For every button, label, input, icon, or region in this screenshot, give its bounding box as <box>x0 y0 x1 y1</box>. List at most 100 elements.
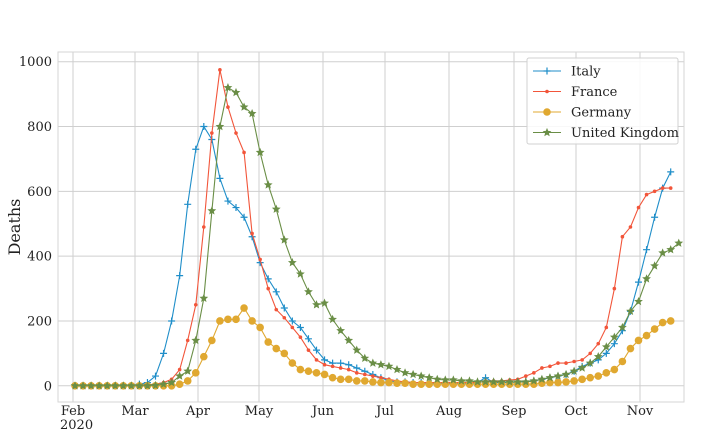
x-tick-label: Jul <box>374 404 394 419</box>
data-point-italy <box>602 349 610 357</box>
data-point-germany <box>546 378 554 387</box>
data-point-united-kingdom <box>553 371 563 380</box>
data-point-germany <box>208 336 216 345</box>
data-point-united-kingdom <box>626 306 635 315</box>
data-point-germany <box>312 369 321 377</box>
data-point-germany <box>377 378 385 387</box>
data-point-germany <box>224 315 232 324</box>
data-point-united-kingdom <box>191 335 201 345</box>
legend-label: Germany <box>571 106 632 121</box>
data-point-france <box>258 257 262 262</box>
data-point-germany <box>320 370 329 379</box>
data-point-germany <box>175 380 184 388</box>
data-point-united-kingdom <box>135 381 144 390</box>
data-point-italy <box>345 361 353 369</box>
legend-marker <box>542 127 552 137</box>
data-point-united-kingdom <box>601 342 611 351</box>
data-point-germany <box>352 377 361 385</box>
data-point-united-kingdom <box>674 238 684 247</box>
data-point-germany <box>344 375 353 384</box>
data-point-germany <box>626 344 635 353</box>
data-point-united-kingdom <box>263 180 273 189</box>
legend-item-germany: Germany <box>533 106 632 121</box>
data-point-france <box>564 361 568 365</box>
x-tick-label: Oct <box>564 404 588 419</box>
data-point-france <box>660 186 665 190</box>
data-point-france <box>330 364 335 369</box>
data-point-italy <box>192 145 200 153</box>
data-point-italy <box>224 197 232 205</box>
y-tick-label: 1000 <box>19 55 52 70</box>
data-point-united-kingdom <box>118 381 128 390</box>
data-point-united-kingdom <box>577 363 587 372</box>
data-point-germany <box>618 357 627 366</box>
data-point-italy <box>168 317 176 325</box>
data-point-united-kingdom <box>521 377 531 386</box>
data-point-france <box>210 131 214 135</box>
x-tick-label: Apr <box>185 404 211 419</box>
data-point-germany <box>200 352 208 361</box>
data-point-france <box>193 302 198 307</box>
data-point-united-kingdom <box>424 373 434 382</box>
data-point-france <box>218 68 222 72</box>
data-point-united-kingdom <box>497 377 507 386</box>
data-point-italy <box>304 335 312 343</box>
data-point-france <box>604 325 609 330</box>
data-point-france <box>371 374 375 378</box>
data-point-france <box>322 362 327 367</box>
data-point-germany <box>642 331 651 340</box>
y-axis-label: Deaths <box>5 199 24 256</box>
data-point-france <box>580 358 584 362</box>
data-point-italy <box>337 359 345 367</box>
data-point-france <box>572 359 576 364</box>
legend-marker <box>543 108 551 116</box>
legend-label: France <box>571 85 618 100</box>
data-point-france <box>274 307 279 312</box>
legend-item-united-kingdom: United Kingdom <box>533 126 679 141</box>
data-point-united-kingdom <box>634 296 643 306</box>
data-point-united-kingdom <box>448 375 458 384</box>
data-point-france <box>548 364 552 369</box>
data-point-united-kingdom <box>102 381 112 390</box>
data-point-italy <box>643 246 651 254</box>
data-point-france <box>314 358 319 362</box>
data-point-germany <box>554 378 562 387</box>
data-point-germany <box>658 318 667 327</box>
legend-item-france: France <box>533 85 618 100</box>
data-point-united-kingdom <box>159 379 168 388</box>
data-point-united-kingdom <box>328 314 337 324</box>
data-point-united-kingdom <box>650 261 659 270</box>
data-point-united-kingdom <box>658 248 668 257</box>
data-point-france <box>652 189 657 194</box>
data-point-germany <box>409 380 417 388</box>
data-point-united-kingdom <box>481 377 490 386</box>
data-point-germany <box>602 369 611 377</box>
data-point-germany <box>248 317 256 325</box>
y-tick-label: 600 <box>27 185 52 200</box>
data-point-united-kingdom <box>416 371 426 380</box>
data-point-germany <box>433 380 442 388</box>
legend-label: Italy <box>571 65 601 80</box>
data-point-france <box>346 367 351 372</box>
legend-marker <box>543 67 551 75</box>
data-point-france <box>250 231 254 236</box>
data-point-united-kingdom <box>304 287 313 296</box>
legend-item-italy: Italy <box>533 65 601 80</box>
data-point-germany <box>216 317 224 325</box>
data-point-france <box>588 351 592 356</box>
data-point-italy <box>176 272 184 280</box>
data-point-germany <box>417 380 425 388</box>
data-point-germany <box>369 378 377 386</box>
data-point-france <box>379 375 383 380</box>
legend-marker <box>545 89 549 94</box>
data-point-france <box>298 335 303 339</box>
data-point-italy <box>353 364 361 372</box>
y-tick-label: 0 <box>44 379 52 394</box>
data-point-united-kingdom <box>175 371 185 380</box>
data-point-united-kingdom <box>529 376 539 385</box>
series-line-united-kingdom <box>75 86 680 387</box>
data-point-united-kingdom <box>618 322 627 332</box>
y-tick-label: 400 <box>27 250 52 265</box>
